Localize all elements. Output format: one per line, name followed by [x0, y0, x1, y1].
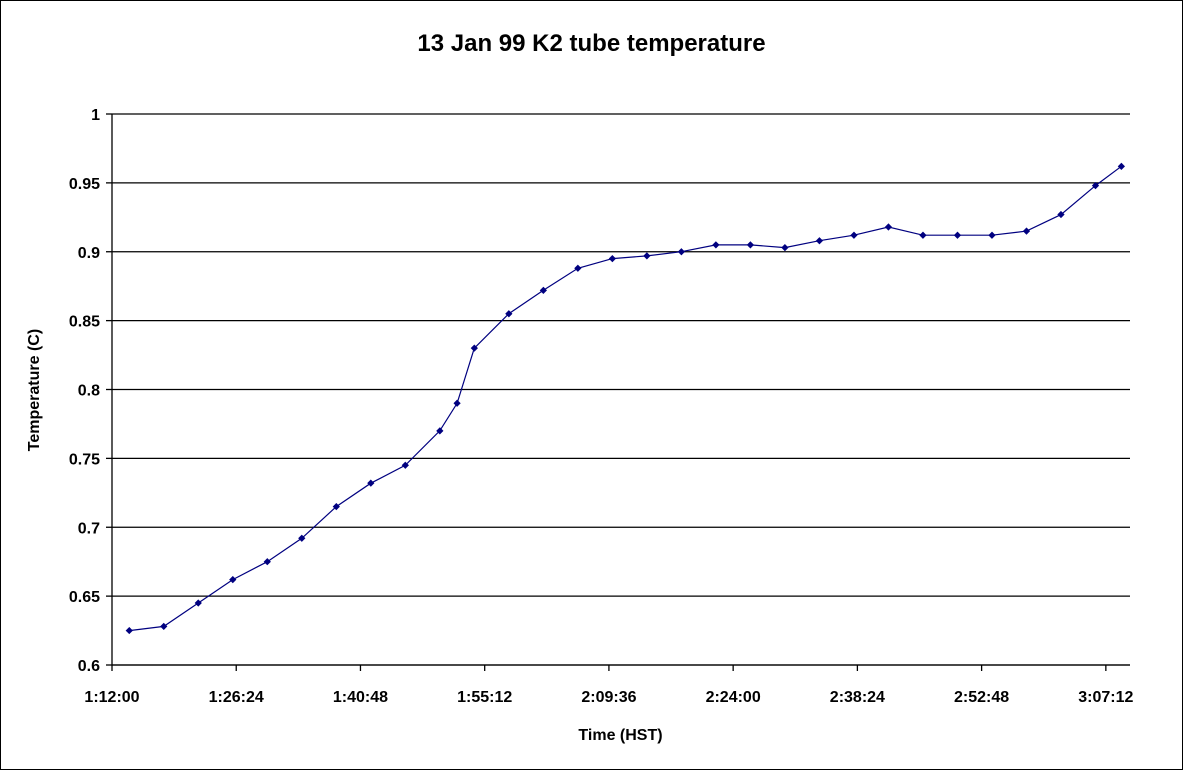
data-point: [332, 502, 340, 511]
y-tick-label: 0.7: [78, 520, 100, 537]
y-tick-label: 0.65: [69, 589, 100, 606]
x-tick-label: 1:55:12: [457, 689, 512, 706]
data-point: [125, 626, 133, 635]
x-tick-label: 3:07:12: [1078, 689, 1133, 706]
data-point: [988, 231, 996, 239]
data-point: [1022, 227, 1031, 235]
x-tick-label: 1:40:48: [333, 689, 388, 706]
x-tick-label: 1:26:24: [209, 689, 264, 706]
data-point: [919, 231, 927, 239]
data-point: [953, 231, 962, 239]
data-point: [850, 231, 858, 239]
y-tick-label: 0.75: [69, 451, 100, 468]
series-line: [129, 165, 1122, 632]
x-axis-label: Time (HST): [578, 727, 663, 744]
y-tick-label: 0.9: [78, 245, 100, 262]
x-tick-label: 2:52:48: [954, 689, 1009, 706]
data-point: [781, 243, 789, 252]
chart-title: 13 Jan 99 K2 tube temperature: [417, 30, 766, 57]
data-point: [401, 461, 409, 469]
y-tick-label: 0.6: [78, 658, 100, 675]
data-point: [1117, 162, 1125, 170]
data-point: [1091, 182, 1100, 190]
data-point: [1057, 210, 1065, 219]
data-point: [367, 479, 375, 487]
data-point: [263, 558, 271, 566]
data-point: [229, 575, 237, 584]
y-tick-label: 1: [91, 107, 100, 124]
data-point: [539, 286, 547, 294]
data-point: [643, 252, 651, 260]
data-point: [160, 622, 168, 631]
data-point: [194, 599, 202, 607]
data-point: [298, 534, 306, 542]
data-point: [712, 241, 720, 249]
x-tick-label: 1:12:00: [84, 689, 139, 706]
x-tick-label: 2:38:24: [830, 689, 885, 706]
data-point: [746, 241, 755, 249]
data-point: [470, 344, 478, 352]
y-tick-label: 0.85: [69, 314, 100, 331]
data-point: [677, 248, 686, 256]
data-point: [815, 237, 824, 245]
y-tick-label: 0.95: [69, 176, 100, 193]
data-point: [436, 427, 444, 435]
data-point: [574, 264, 582, 272]
x-tick-label: 2:09:36: [581, 689, 636, 706]
data-point: [505, 310, 513, 318]
data-point: [453, 399, 461, 407]
x-tick-label: 2:24:00: [706, 689, 761, 706]
y-tick-label: 0.8: [78, 383, 100, 400]
data-point: [608, 255, 616, 263]
data-point: [884, 223, 893, 231]
